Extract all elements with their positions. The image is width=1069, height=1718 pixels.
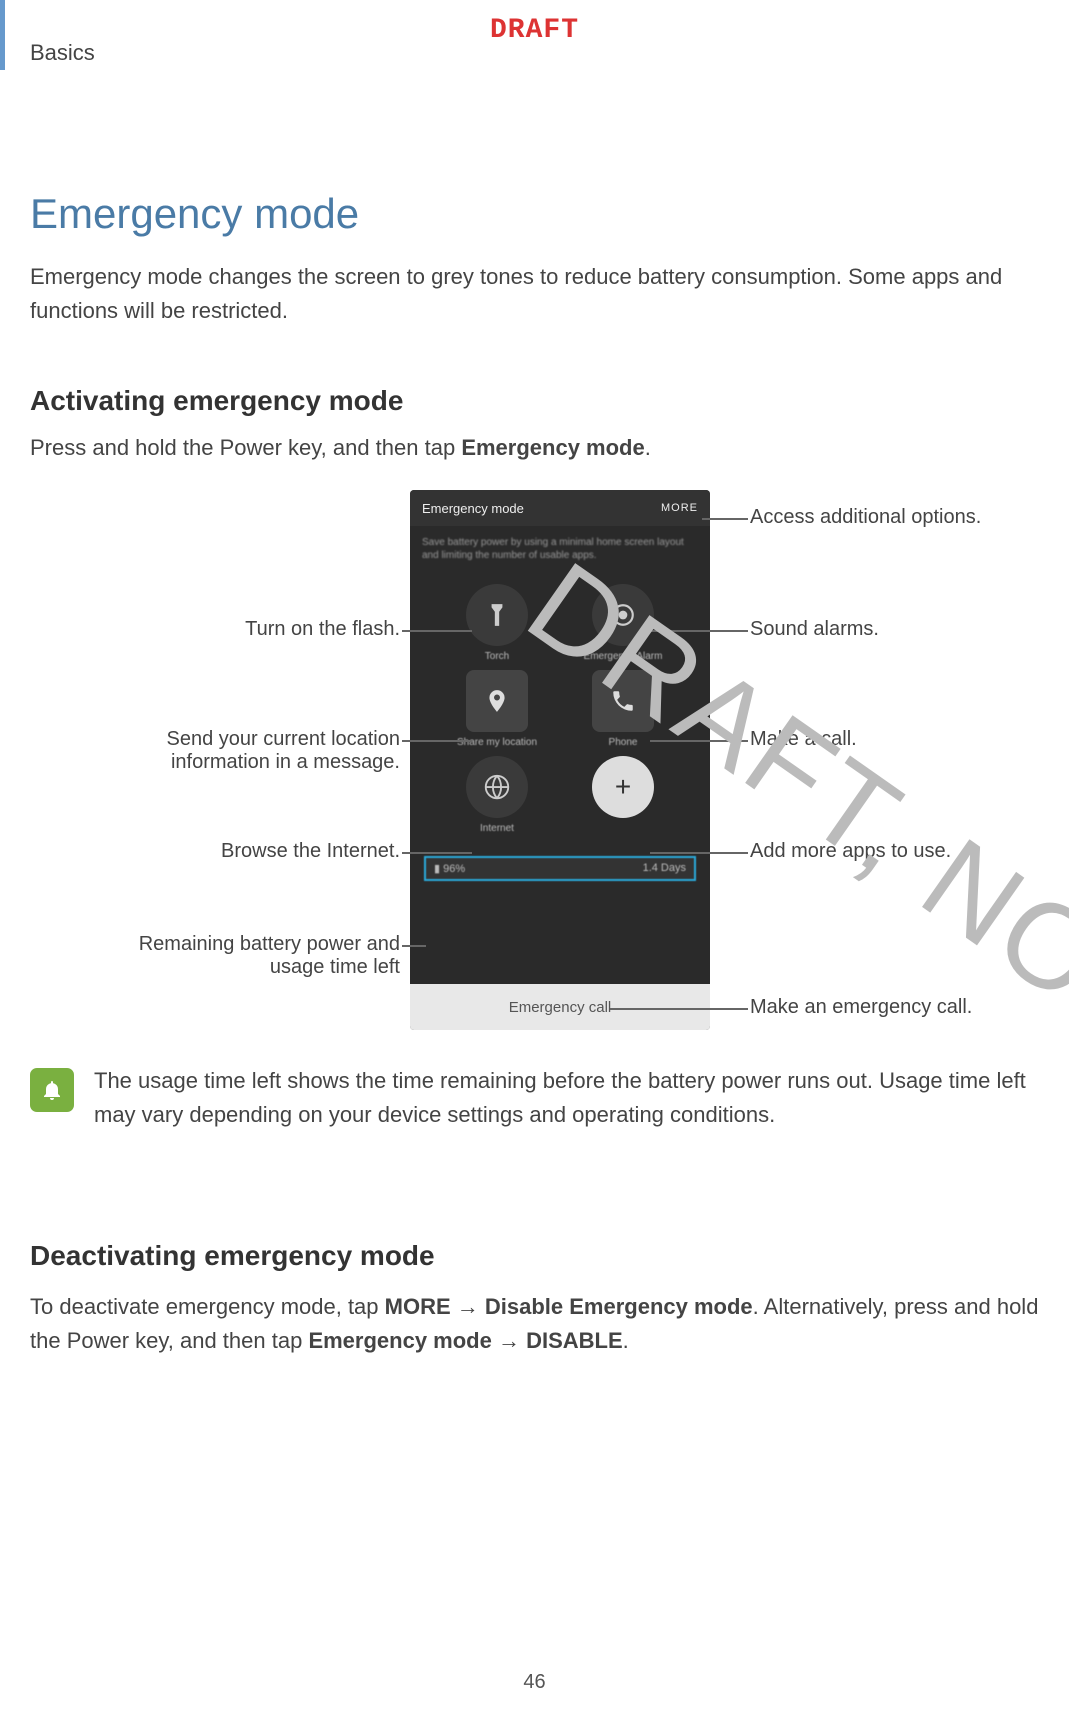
page-title: Emergency mode <box>30 190 359 238</box>
alarm-icon <box>592 584 654 646</box>
diagram-container: Emergency mode MORE Save battery power b… <box>30 490 1030 1050</box>
callout-alarms: Sound alarms. <box>750 618 879 641</box>
t: DISABLE <box>526 1328 623 1353</box>
subheading-activating: Activating emergency mode <box>30 385 403 417</box>
text-bold: Emergency mode <box>461 435 644 460</box>
line <box>650 630 748 632</box>
phone-more: MORE <box>661 502 698 514</box>
t: → <box>492 1328 526 1353</box>
share-cell: Share my location <box>446 670 548 748</box>
torch-icon <box>466 584 528 646</box>
t: Emergency mode <box>308 1328 491 1353</box>
icon-grid: Torch Emergency Alarm Share my location … <box>410 572 710 842</box>
text: Send your current location <box>167 728 400 750</box>
line <box>402 740 472 742</box>
instruction-activating: Press and hold the Power key, and then t… <box>30 435 651 461</box>
text: . <box>645 435 651 460</box>
line <box>650 740 748 742</box>
section-name: Basics <box>30 40 95 66</box>
t: MORE <box>385 1294 451 1319</box>
line <box>402 945 426 947</box>
phone-title: Emergency mode <box>422 501 524 516</box>
bell-icon <box>30 1068 74 1112</box>
phone-screenshot: Emergency mode MORE Save battery power b… <box>410 490 710 1030</box>
battery-time: 1.4 Days <box>643 862 686 875</box>
battery-pct: ▮ 96% <box>434 862 465 875</box>
note-box: The usage time left shows the time remai… <box>30 1064 1030 1132</box>
text: usage time left <box>270 956 400 978</box>
t: Disable Emergency mode <box>485 1294 753 1319</box>
torch-cell: Torch <box>446 584 548 662</box>
callout-battery: Remaining battery power and usage time l… <box>139 933 400 979</box>
phone-cell: Phone <box>572 670 674 748</box>
text: Press and hold the Power key, and then t… <box>30 435 461 460</box>
callout-call: Make a call. <box>750 728 857 751</box>
share-label: Share my location <box>457 737 537 748</box>
page-number: 46 <box>523 1671 545 1694</box>
text: Remaining battery power and <box>139 933 400 955</box>
battery-bar: ▮ 96% 1.4 Days <box>424 856 696 881</box>
internet-label: Internet <box>480 823 514 834</box>
callout-flash: Turn on the flash. <box>245 618 400 641</box>
line <box>650 852 748 854</box>
callout-options: Access additional options. <box>750 506 981 529</box>
phone-description: Save battery power by using a minimal ho… <box>410 526 710 572</box>
line <box>402 630 472 632</box>
emergency-call-button: Emergency call <box>410 984 710 1030</box>
phone-icon <box>592 670 654 732</box>
callout-internet: Browse the Internet. <box>221 840 400 863</box>
add-label <box>622 823 625 834</box>
note-text: The usage time left shows the time remai… <box>94 1064 1030 1132</box>
phone-titlebar: Emergency mode MORE <box>410 490 710 526</box>
draft-header: DRAFT <box>490 15 579 46</box>
alarm-label: Emergency Alarm <box>584 651 663 662</box>
globe-icon <box>466 756 528 818</box>
callout-location: Send your current location information i… <box>167 728 400 774</box>
add-cell: + <box>572 756 674 834</box>
phone-label: Phone <box>609 737 638 748</box>
internet-cell: Internet <box>446 756 548 834</box>
subheading-deactivating: Deactivating emergency mode <box>30 1240 435 1272</box>
t: . <box>623 1328 629 1353</box>
location-icon <box>466 670 528 732</box>
t: To deactivate emergency mode, tap <box>30 1294 385 1319</box>
text: information in a message. <box>171 751 400 773</box>
line <box>702 518 748 520</box>
line <box>402 852 472 854</box>
torch-label: Torch <box>485 651 509 662</box>
alarm-cell: Emergency Alarm <box>572 584 674 662</box>
callout-addapps: Add more apps to use. <box>750 840 951 863</box>
t: → <box>451 1294 485 1319</box>
intro-paragraph: Emergency mode changes the screen to gre… <box>30 260 1030 328</box>
plus-icon: + <box>592 756 654 818</box>
callout-emcall: Make an emergency call. <box>750 996 972 1019</box>
instruction-deactivating: To deactivate emergency mode, tap MORE →… <box>30 1290 1040 1358</box>
line <box>610 1008 748 1010</box>
page-accent-bar <box>0 0 5 70</box>
